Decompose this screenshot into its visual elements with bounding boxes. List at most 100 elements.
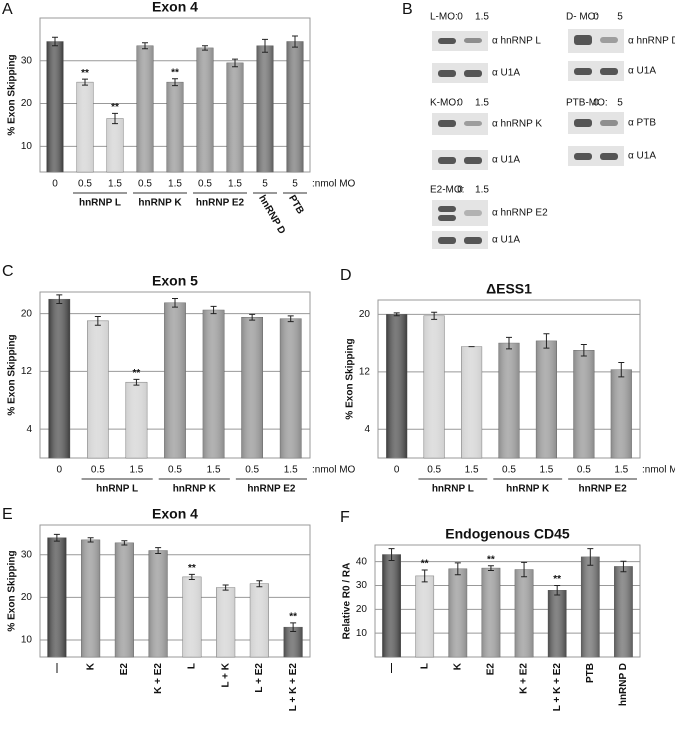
error-bar [94,316,101,326]
significance-label: ** [171,67,179,78]
y-tick-label: 30 [21,55,33,66]
x-tick-label: 1.5 [129,465,143,476]
x-unit-label: :nmol MO [312,179,356,190]
x-tick-label: L [419,663,430,669]
blot [432,63,488,83]
error-bar [142,42,148,50]
group-label: hnRNP E2 [196,198,245,209]
error-bar [393,312,400,317]
blot [432,200,488,226]
y-tick-label: 20 [21,308,33,319]
bar-shine [614,566,633,657]
panel-letter: D [340,267,352,284]
panel-letter: F [340,509,350,526]
error-bar [52,36,58,47]
chart-title: Exon 5 [152,273,198,289]
blot-label: K-MO: [430,98,459,109]
group-label: PTB [286,193,306,216]
significance-label: ** [421,559,429,570]
x-tick-label: 1.5 [207,465,221,476]
blot-target: α PTB [628,118,656,129]
bar-shine [382,554,401,657]
error-bar [290,622,297,632]
lane-label: 1.5 [475,185,489,196]
bar-shine [256,45,274,172]
bar-shine [136,45,154,172]
bar-shine [386,314,408,458]
error-bar [210,305,217,315]
x-tick-label: 0.5 [427,465,441,476]
group-label: hnRNP L [79,198,121,209]
error-bar [454,562,461,576]
bar-shine [47,537,67,657]
error-bar [620,560,627,573]
y-axis-label: % Exon Skipping [7,550,18,631]
blot [568,61,624,81]
error-bar [53,533,60,542]
error-bar [188,573,195,581]
error-bar [618,361,625,378]
blot-panel: B L-MO: 0 1.5 α hnRNP L α U1A D- MO: 0 5… [402,1,675,249]
bar-shine [610,369,632,458]
blot [432,113,488,135]
bar-shine [115,542,134,657]
group-label: hnRNP L [96,484,138,495]
y-axis-label: % Exon Skipping [7,54,18,135]
error-bar [249,313,256,321]
bar-shine [423,315,445,458]
bar-shine [498,343,520,458]
bar-shine [106,118,124,172]
error-bar [172,297,178,308]
group-label: hnRNP K [506,484,550,495]
blot [568,146,624,166]
bar-shine [81,539,100,657]
x-tick-label: — [386,663,397,673]
error-bar [222,584,229,591]
chart: D ΔESS1 4 12 20 % Exon Skipping 0 0.5 1.5 0.5 1.5 0… [340,267,675,494]
x-tick-label: 0.5 [78,179,92,190]
band [574,153,592,160]
x-tick-label: K [452,662,463,670]
error-bar [82,78,88,86]
band [438,206,456,212]
error-bar [155,547,162,555]
bar-shine [514,569,534,657]
band [438,70,456,77]
significance-label: ** [111,102,119,113]
blot [568,112,624,134]
blot-label: E2-MO: [430,185,464,196]
blot-label: L-MO: [430,12,458,23]
x-tick-label: E2 [486,663,497,676]
band [438,38,456,44]
error-bar [133,378,140,386]
error-bar [521,561,528,578]
blot [432,231,488,249]
band [438,120,456,127]
y-tick-label: 20 [356,604,368,615]
x-tick-label: 0 [52,179,58,190]
significance-label: ** [188,563,196,574]
error-bar [121,540,128,546]
error-bar [232,58,238,68]
lane-label: 5 [617,98,623,109]
error-bar [421,569,428,583]
x-tick-label: L [187,663,198,669]
x-tick-label: 1.5 [108,179,122,190]
x-tick-label: 5 [262,179,268,190]
error-bar [112,112,118,125]
band [600,68,618,75]
bar-shine [125,382,148,458]
x-tick-label: L + K + E2 [288,663,299,712]
lane-label: 1.5 [475,98,489,109]
bar-shine [164,302,186,458]
significance-label: ** [487,554,495,565]
panel-letter: C [2,263,14,280]
x-tick-label: 0.5 [502,465,516,476]
bar-shine [286,41,304,173]
band [438,237,456,244]
band [464,121,482,126]
error-bar [506,336,512,350]
lane-label: 0 [457,12,463,23]
bar-shine [182,576,202,657]
lane-label: 0 [593,98,599,109]
